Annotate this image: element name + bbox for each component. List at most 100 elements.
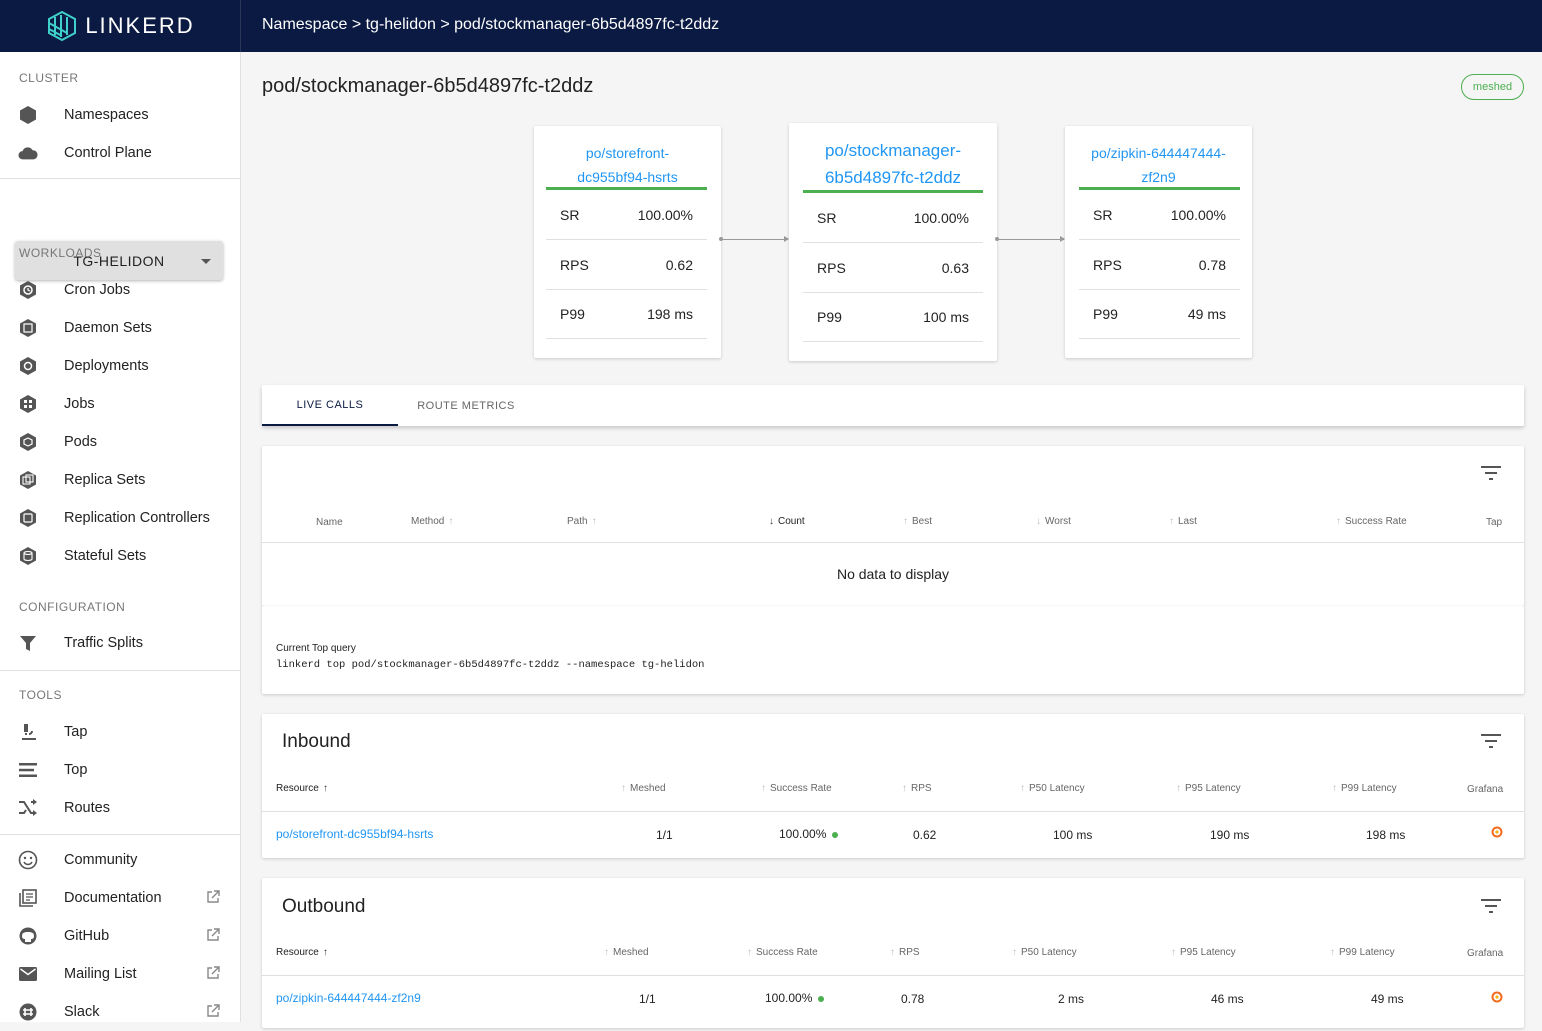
filter-icon[interactable] (1481, 899, 1501, 913)
col-name[interactable]: Name (316, 517, 343, 528)
sidebar-item-pods[interactable]: Pods (0, 423, 240, 461)
col-p99[interactable]: ↑ P99 Latency (1332, 783, 1397, 794)
tab-route-metrics[interactable]: ROUTE METRICS (417, 400, 515, 412)
breadcrumb[interactable]: Namespace > tg-helidon > pod/stockmanage… (262, 16, 720, 33)
node-title-link[interactable]: po/storefront- dc955bf94-hsrts (534, 141, 721, 189)
success-bar (546, 187, 707, 190)
sidebar-item-top[interactable]: Top (0, 751, 240, 789)
filter-icon[interactable] (1481, 734, 1501, 748)
sidebar-item-label: Routes (64, 800, 110, 816)
book-icon (18, 888, 38, 908)
col-method[interactable]: Method ↑ (411, 516, 454, 527)
replication-controller-icon (18, 508, 38, 528)
col-last[interactable]: ↑ Last (1169, 516, 1197, 527)
status-dot-icon (818, 995, 825, 1002)
sidebar-item-mailing-list[interactable]: Mailing List (0, 955, 240, 993)
sort-up-icon: ↑ (1332, 783, 1337, 794)
page-title: pod/stockmanager-6b5d4897fc-t2ddz (262, 75, 594, 97)
filter-icon[interactable] (1481, 466, 1501, 480)
sidebar-item-namespaces[interactable]: Namespaces (0, 96, 240, 134)
external-link-icon (206, 1004, 220, 1023)
col-meshed[interactable]: ↑ Meshed (604, 947, 649, 958)
graph-edge-arrow (995, 236, 1065, 242)
col-success-rate[interactable]: ↑ Success Rate (747, 947, 818, 958)
inbound-table: Inbound Resource ↑ ↑ Meshed ↑ Success Rate … (262, 714, 1524, 858)
rps-value: 0.78 (901, 992, 925, 1006)
upstream-node-card: po/storefront- dc955bf94-hsrts SR 100.00%… (534, 126, 721, 358)
filter-funnel-icon (18, 633, 38, 653)
shuffle-icon (18, 798, 38, 818)
job-icon (18, 394, 38, 414)
meshed-value: 1/1 (656, 828, 673, 842)
rps-value: 0.62 (913, 828, 937, 842)
sidebar-item-label: GitHub (64, 928, 110, 944)
col-p50[interactable]: ↑ P50 Latency (1012, 947, 1077, 958)
divider (0, 670, 240, 671)
sidebar-item-tap[interactable]: Tap (0, 713, 240, 751)
sort-up-icon: ↑ (1169, 516, 1174, 527)
sidebar-item-control-plane[interactable]: Control Plane (0, 134, 240, 172)
node-metric-p99: P99 49 ms (1079, 289, 1240, 339)
sidebar: CLUSTER Namespaces Control Plane TG-HELI… (0, 52, 241, 1022)
col-p50[interactable]: ↑ P50 Latency (1020, 783, 1085, 794)
col-grafana: Grafana (1467, 784, 1504, 795)
sidebar-item-documentation[interactable]: Documentation (0, 879, 240, 917)
sidebar-item-cron-jobs[interactable]: Cron Jobs (0, 271, 240, 309)
top-query-panel: Current Top query linkerd top pod/stockm… (262, 606, 1524, 694)
sidebar-item-replica-sets[interactable]: Replica Sets (0, 461, 240, 499)
sidebar-item-github[interactable]: GitHub (0, 917, 240, 955)
sidebar-item-deployments[interactable]: Deployments (0, 347, 240, 385)
sidebar-item-routes[interactable]: Routes (0, 789, 240, 827)
resource-link[interactable]: po/zipkin-644447444-zf2n9 (276, 991, 421, 1005)
sidebar-item-stateful-sets[interactable]: Stateful Sets (0, 537, 240, 575)
col-worst[interactable]: ↓ Worst (1036, 516, 1071, 527)
col-rps[interactable]: ↑ RPS (902, 783, 932, 794)
col-p95[interactable]: ↑ P95 Latency (1171, 947, 1236, 958)
sort-down-icon: ↓ (1036, 516, 1041, 527)
success-bar (803, 190, 983, 193)
node-metric-sr: SR 100.00% (1079, 190, 1240, 240)
sidebar-item-daemon-sets[interactable]: Daemon Sets (0, 309, 240, 347)
col-success-rate[interactable]: ↑ Success Rate (1336, 516, 1407, 527)
sidebar-item-traffic-splits[interactable]: Traffic Splits (0, 624, 240, 662)
sidebar-item-label: Community (64, 852, 138, 868)
divider (0, 178, 240, 179)
node-title-link[interactable]: po/zipkin-644447444- zf2n9 (1065, 141, 1252, 189)
col-meshed[interactable]: ↑ Meshed (621, 783, 666, 794)
sort-up-icon: ↑ (1176, 783, 1181, 794)
node-title-line: 6b5d4897fc-t2ddz (824, 168, 962, 187)
tab-live-calls[interactable]: LIVE CALLS (262, 386, 398, 426)
col-count[interactable]: ↓ Count (769, 516, 805, 527)
sidebar-item-label: Replication Controllers (64, 510, 210, 526)
node-title-link[interactable]: po/stockmanager- 6b5d4897fc-t2ddz (789, 137, 997, 191)
linkerd-logo[interactable]: LINKERD (0, 0, 241, 52)
col-p99[interactable]: ↑ P99 Latency (1330, 947, 1395, 958)
sidebar-item-community[interactable]: Community (0, 841, 240, 879)
grafana-icon[interactable] (1491, 991, 1503, 1003)
col-resource[interactable]: Resource ↑ (276, 947, 328, 958)
namespace-select[interactable]: TG-HELIDON (15, 241, 223, 280)
success-rate-value: 100.00% (779, 827, 839, 841)
sidebar-item-jobs[interactable]: Jobs (0, 385, 240, 423)
col-best[interactable]: ↑ Best (903, 516, 933, 527)
node-metric-p99: P99 198 ms (546, 289, 707, 339)
col-rps[interactable]: ↑ RPS (890, 947, 920, 958)
success-bar (1079, 187, 1240, 190)
sort-up-icon: ↑ (902, 783, 907, 794)
col-success-rate[interactable]: ↑ Success Rate (761, 783, 832, 794)
node-title-line: po/zipkin-644447444- (1091, 145, 1226, 161)
sidebar-item-label: Tap (64, 724, 88, 740)
sidebar-item-label: Pods (64, 434, 98, 450)
col-resource[interactable]: Resource ↑ (276, 783, 328, 794)
node-title-line: po/storefront- (585, 145, 670, 161)
col-path[interactable]: Path ↑ (567, 516, 597, 527)
sidebar-item-slack[interactable]: Slack (0, 993, 240, 1031)
p95-value: 46 ms (1211, 992, 1244, 1006)
node-metric-rps: RPS 0.62 (546, 240, 707, 290)
col-p95[interactable]: ↑ P95 Latency (1176, 783, 1241, 794)
deployment-icon (18, 356, 38, 376)
resource-link[interactable]: po/storefront-dc955bf94-hsrts (276, 827, 434, 841)
pod-icon (18, 432, 38, 452)
grafana-icon[interactable] (1491, 826, 1503, 838)
sidebar-item-replication-controllers[interactable]: Replication Controllers (0, 499, 240, 537)
